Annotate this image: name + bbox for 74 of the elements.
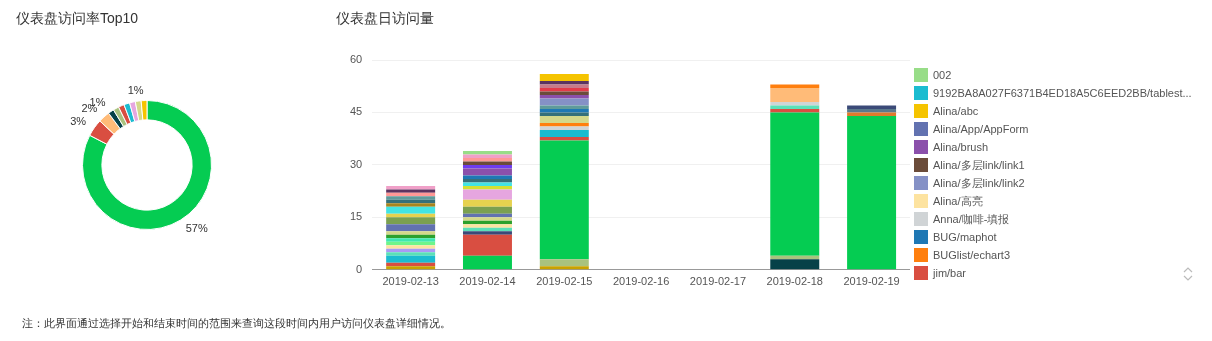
x-tick-label: 2019-02-17	[689, 275, 747, 288]
y-tick-label: 30	[349, 157, 363, 170]
bar	[386, 231, 436, 235]
bar	[462, 234, 512, 256]
legend-label: Alina/brush	[933, 141, 989, 153]
bar	[539, 259, 589, 267]
bar	[462, 217, 512, 221]
bar	[770, 84, 820, 88]
bar	[462, 161, 512, 165]
legend-label: BUGlist/echart3	[933, 249, 1011, 261]
legend-label: Alina/高亮	[933, 193, 983, 209]
bar	[386, 245, 436, 249]
bar	[462, 255, 512, 270]
bar	[770, 87, 820, 102]
x-tick-label: 2019-02-14	[459, 275, 516, 288]
bar	[386, 203, 436, 207]
bar	[462, 199, 512, 207]
bar	[462, 224, 512, 228]
legend-label: Alina/多层link/link2	[933, 175, 1025, 191]
legend-label: jim/bar	[933, 267, 967, 279]
bar	[539, 115, 589, 123]
bar	[386, 266, 436, 270]
legend-label: Alina/App/AppForm	[933, 123, 1029, 135]
y-tick-label: 15	[349, 210, 363, 223]
legend-label: BUG/maphot	[933, 231, 997, 243]
bar	[386, 206, 436, 214]
bar	[539, 140, 589, 260]
bar	[386, 252, 436, 256]
data-label: 57%	[185, 221, 208, 234]
bar	[539, 105, 589, 109]
bar	[386, 217, 436, 225]
bar	[770, 259, 820, 270]
bar	[539, 129, 589, 137]
legend-label: Anna/咖啡-填报	[933, 211, 1010, 227]
chart-title: 仪表盘访问率Top10	[16, 10, 139, 28]
bar	[386, 196, 436, 200]
bar	[847, 115, 897, 270]
x-tick-label: 2019-02-18	[766, 275, 823, 288]
bar	[386, 238, 436, 242]
bar	[847, 105, 897, 109]
bar	[462, 182, 512, 186]
bar	[539, 126, 589, 130]
bar	[386, 189, 436, 193]
data-label: 3%	[70, 115, 87, 128]
y-tick-label: 45	[349, 105, 363, 118]
bar	[386, 224, 436, 232]
bar	[539, 112, 589, 116]
x-tick-label: 2019-02-13	[382, 275, 439, 288]
text: 注：此界面通过选择开始和结束时间的范围来查询这段时间内用户访问仪表盘详细情况。	[22, 316, 451, 331]
bar	[539, 266, 589, 270]
x-tick-label: 2019-02-15	[536, 275, 593, 288]
x-tick-label: 2019-02-16	[612, 275, 670, 288]
bar	[462, 231, 512, 235]
data-label: 1%	[127, 83, 144, 96]
legend-label: 9192BA8A027F6371B4ED18A5C6EED2BB/tablest...	[933, 87, 1192, 99]
bar	[539, 73, 589, 81]
bar	[847, 112, 897, 116]
y-tick-label: 0	[356, 262, 363, 275]
bar	[539, 98, 589, 106]
bar	[770, 112, 820, 256]
bar	[770, 105, 820, 109]
legend-label: Alina/abc	[933, 105, 979, 117]
bar	[462, 154, 512, 158]
chart-title: 仪表盘日访问量	[336, 10, 434, 28]
bar	[386, 255, 436, 263]
bar	[462, 206, 512, 214]
y-tick-label: 60	[349, 53, 363, 66]
x-tick-label: 2019-02-19	[843, 275, 900, 288]
bar	[462, 189, 512, 200]
bar	[462, 175, 512, 179]
legend-label: 002	[933, 69, 952, 81]
bar	[539, 91, 589, 95]
legend-label: Alina/多层link/link1	[933, 157, 1025, 173]
bar	[462, 168, 512, 176]
